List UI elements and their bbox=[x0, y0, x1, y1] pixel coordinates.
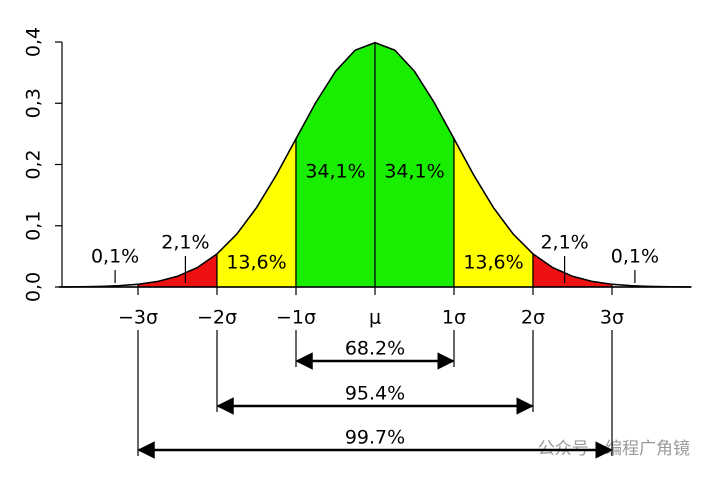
density-curve bbox=[58, 41, 692, 288]
region-label: 34,1% bbox=[305, 161, 365, 183]
y-tick-label: 0,3 bbox=[23, 88, 45, 118]
interval-label: 95.4% bbox=[345, 383, 405, 405]
y-tick-label: 0,0 bbox=[23, 272, 45, 302]
y-tick-label: 0,2 bbox=[23, 149, 45, 179]
interval-label: 99.7% bbox=[345, 427, 405, 449]
x-tick-label: −2σ bbox=[197, 307, 237, 329]
region-label: 0,1% bbox=[611, 246, 659, 268]
region-label: 2,1% bbox=[540, 232, 588, 254]
region-label: 2,1% bbox=[161, 232, 209, 254]
region-label: 0,1% bbox=[91, 246, 139, 268]
x-tick-label: 2σ bbox=[521, 307, 545, 329]
region-label: 34,1% bbox=[384, 161, 444, 183]
x-tick-label: 3σ bbox=[600, 307, 624, 329]
interval-label: 68.2% bbox=[345, 338, 405, 360]
y-tick-label: 0,1 bbox=[23, 211, 45, 241]
region-label: 13,6% bbox=[463, 252, 523, 274]
y-tick-label: 0,4 bbox=[23, 27, 45, 57]
region-label: 13,6% bbox=[226, 252, 286, 274]
x-tick-label: μ bbox=[369, 307, 381, 329]
x-tick-label: 1σ bbox=[442, 307, 466, 329]
x-tick-label: −3σ bbox=[118, 307, 158, 329]
x-tick-label: −1σ bbox=[276, 307, 316, 329]
